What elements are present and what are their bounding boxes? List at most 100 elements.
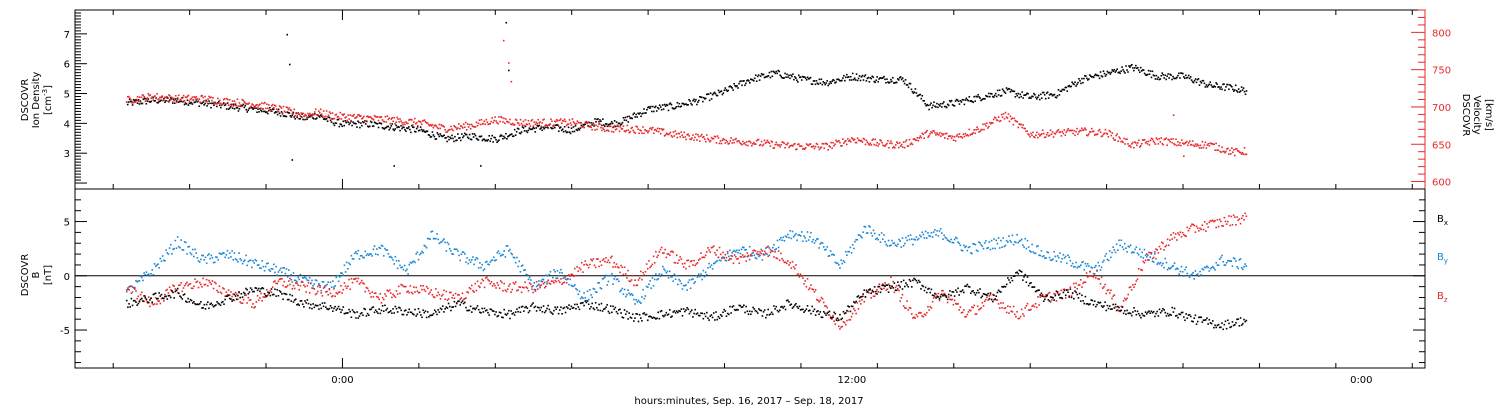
data-point (442, 305, 444, 308)
data-point (794, 76, 796, 78)
data-point (1125, 299, 1127, 301)
data-point (183, 99, 186, 102)
data-point (781, 257, 783, 260)
data-point (138, 299, 141, 302)
data-point (497, 250, 500, 252)
data-point (604, 276, 606, 278)
data-point (499, 311, 502, 314)
data-point (520, 131, 523, 133)
data-point (1069, 85, 1071, 88)
data-point (227, 257, 230, 259)
data-point (955, 98, 958, 101)
data-point (482, 138, 485, 140)
data-point (166, 252, 169, 254)
data-point (242, 260, 245, 263)
data-point (1243, 219, 1245, 221)
data-point (400, 124, 402, 127)
data-point (277, 110, 280, 113)
data-point (633, 284, 635, 287)
data-point (957, 302, 959, 305)
data-point (340, 272, 342, 274)
data-point (327, 114, 330, 117)
data-point (1153, 141, 1156, 144)
data-point (417, 120, 420, 123)
data-point (712, 137, 715, 140)
data-point (854, 240, 856, 243)
data-point (850, 137, 853, 139)
data-point (492, 310, 495, 313)
data-point (1039, 135, 1041, 137)
data-point (1033, 305, 1036, 308)
data-point (1123, 70, 1125, 73)
data-point (655, 130, 658, 132)
data-point (412, 126, 414, 129)
data-point (231, 107, 234, 109)
data-point (208, 253, 210, 255)
data-point (1098, 77, 1101, 80)
data-point (424, 310, 427, 312)
data-point (888, 82, 890, 84)
data-point (514, 134, 517, 136)
data-point (909, 82, 912, 85)
data-point (432, 126, 435, 129)
data-point (452, 137, 454, 140)
data-point (1165, 78, 1167, 81)
data-point (827, 314, 830, 316)
data-point (278, 290, 281, 292)
data-point (796, 239, 798, 242)
data-point (1154, 251, 1156, 253)
data-point (575, 128, 578, 131)
data-point (724, 253, 727, 256)
data-point (594, 291, 597, 293)
data-point (278, 278, 281, 281)
data-point (729, 85, 732, 88)
data-point (481, 123, 484, 125)
data-point (1100, 135, 1103, 138)
data-point (247, 293, 250, 295)
data-point (508, 62, 510, 64)
data-point (1209, 219, 1212, 222)
data-point (489, 261, 492, 263)
data-point (461, 127, 464, 129)
data-point (774, 308, 776, 310)
data-point (1024, 237, 1026, 240)
data-point (680, 105, 683, 108)
data-point (212, 305, 215, 308)
data-point (630, 127, 633, 130)
data-point (277, 280, 280, 283)
data-point (1201, 79, 1204, 82)
data-point (499, 135, 501, 138)
data-point (167, 292, 170, 294)
data-point (134, 101, 137, 103)
data-point (1170, 138, 1172, 140)
data-point (364, 119, 367, 122)
data-point (975, 313, 978, 315)
data-point (920, 312, 922, 314)
data-point (552, 127, 554, 130)
data-point (658, 104, 661, 107)
data-point (509, 123, 512, 125)
data-point (327, 116, 330, 118)
data-point (444, 129, 446, 131)
data-point (1134, 248, 1136, 251)
data-point (440, 308, 443, 311)
data-point (184, 300, 187, 303)
data-point (748, 245, 751, 248)
data-point (403, 121, 405, 124)
data-point (205, 303, 208, 306)
data-point (713, 91, 716, 94)
data-point (893, 82, 895, 84)
data-point (489, 308, 492, 311)
data-point (1139, 274, 1141, 277)
data-point (1179, 270, 1182, 273)
data-point (640, 317, 642, 319)
data-point (1087, 133, 1090, 135)
data-point (696, 276, 699, 278)
data-point (1028, 97, 1030, 99)
data-point (739, 80, 741, 83)
data-point (944, 236, 947, 239)
data-point (192, 99, 195, 102)
data-point (1129, 244, 1132, 247)
data-point (1083, 128, 1085, 131)
data-point (587, 303, 590, 306)
